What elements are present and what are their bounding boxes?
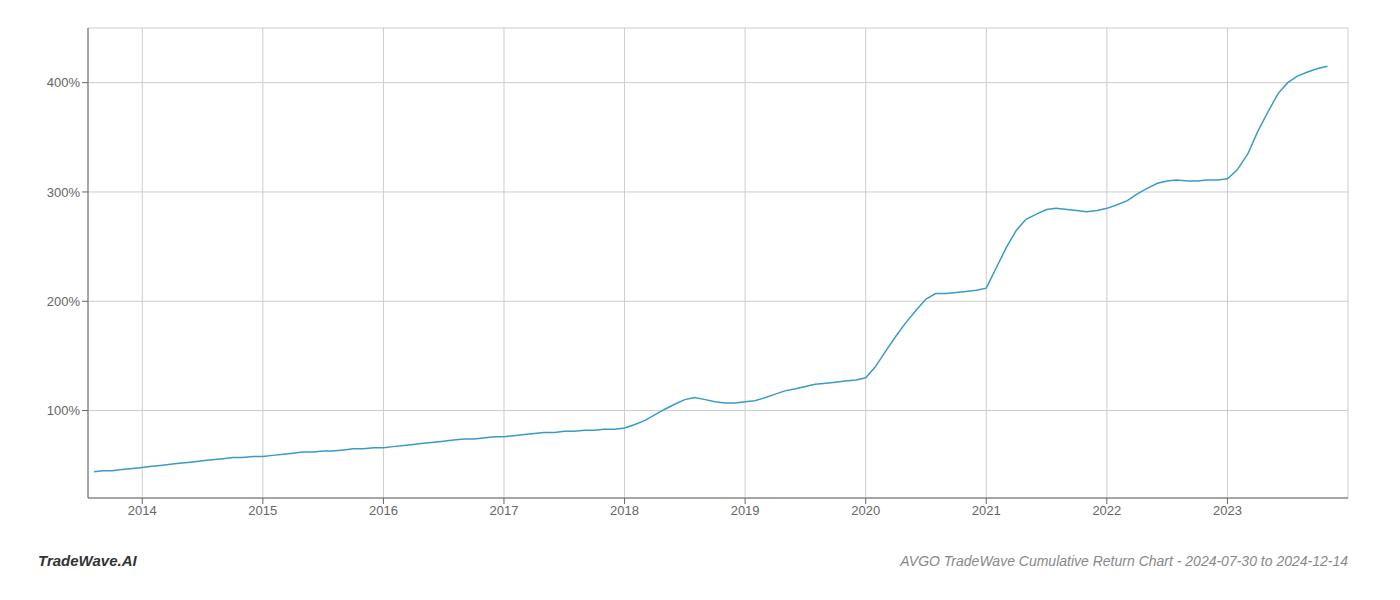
svg-text:2014: 2014 [128, 503, 157, 518]
svg-text:2016: 2016 [369, 503, 398, 518]
svg-text:2017: 2017 [490, 503, 519, 518]
svg-text:2018: 2018 [610, 503, 639, 518]
html-text:AVGO TradeWave Cumulative Retu: AVGO TradeWave Cumulative Return Chart -… [900, 553, 1348, 569]
svg-text:2020: 2020 [851, 503, 880, 518]
svg-text:2021: 2021 [972, 503, 1001, 518]
svg-text:2023: 2023 [1213, 503, 1242, 518]
svg-text:2022: 2022 [1092, 503, 1121, 518]
html-text:TradeWave.AI: TradeWave.AI [38, 552, 137, 569]
svg-text:100%: 100% [47, 403, 81, 418]
svg-text:2015: 2015 [248, 503, 277, 518]
svg-text:2019: 2019 [731, 503, 760, 518]
svg-text:200%: 200% [47, 294, 81, 309]
svg-text:400%: 400% [47, 75, 81, 90]
svg-text:300%: 300% [47, 185, 81, 200]
